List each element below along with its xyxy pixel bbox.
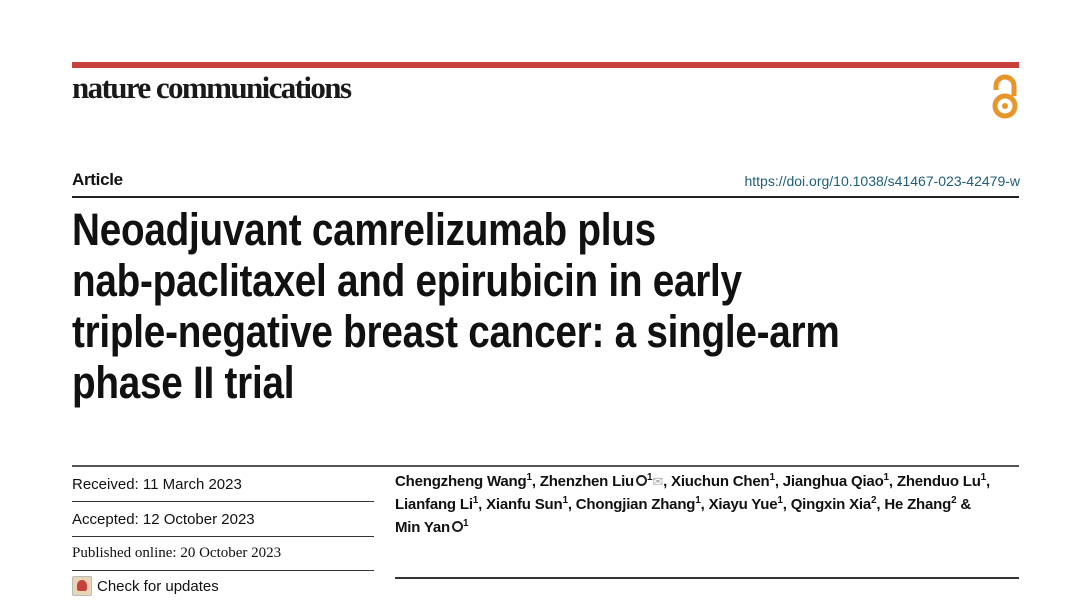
author-name[interactable]: Xiuchun Chen (671, 473, 770, 490)
check-updates-label: Check for updates (97, 577, 219, 595)
author-name[interactable]: Jianghua Qiao (782, 473, 884, 490)
affiliation-number: 1 (472, 495, 479, 506)
email-icon[interactable]: ✉ (652, 474, 664, 489)
author-name[interactable]: Zhenzhen Liu (539, 473, 635, 490)
author[interactable]: Chengzheng Wang1, (395, 472, 540, 491)
title-line: phase II trial (72, 357, 295, 408)
check-updates-button[interactable]: Check for updates (72, 571, 374, 601)
title-line: Neoadjuvant camrelizumab plus (72, 204, 656, 255)
author-name[interactable]: Qingxin Xia (790, 496, 872, 513)
orcid-icon[interactable] (452, 521, 464, 532)
doi-link[interactable]: https://doi.org/10.1038/s41467-023-42479… (744, 173, 1020, 189)
author-separator: , (567, 496, 576, 513)
affiliation-number: 1 (769, 472, 775, 483)
title-line: nab-paclitaxel and epirubicin in early (72, 255, 742, 306)
author[interactable]: Zhenduo Lu1, (896, 472, 991, 491)
author[interactable]: Jianghua Qiao1, (782, 472, 897, 491)
affiliation-number: 1 (695, 495, 701, 506)
journal-accent-bar (72, 62, 1019, 68)
author[interactable]: Min Yan 1 (395, 518, 469, 537)
author-separator: , (888, 473, 897, 490)
author[interactable]: Lianfang Li1, (395, 495, 487, 514)
author-separator: , (986, 473, 991, 490)
orcid-icon[interactable] (636, 475, 648, 486)
author-name[interactable]: Min Yan (395, 519, 451, 536)
open-access-icon (992, 74, 1018, 119)
affiliation-number: 1 (463, 518, 469, 529)
author-separator: , (531, 473, 540, 490)
author-separator: , (782, 496, 791, 513)
author[interactable]: Chongjian Zhang1, (575, 495, 709, 514)
published-date: Published online: 20 October 2023 (72, 537, 374, 571)
author[interactable]: Zhenzhen Liu 1✉, (539, 472, 672, 491)
author-name[interactable]: Zhenduo Lu (896, 473, 981, 490)
title-line: triple-negative breast cancer: a single-… (72, 306, 840, 357)
divider (72, 196, 1019, 198)
author-name[interactable]: Xiayu Yue (708, 496, 778, 513)
affiliation-number: 1 (647, 472, 653, 483)
author-separator: , (700, 496, 709, 513)
affiliation-number: 1 (526, 472, 532, 483)
check-updates-icon (72, 576, 92, 596)
author[interactable]: Xiuchun Chen1, (671, 472, 783, 491)
author-separator: , (663, 473, 672, 490)
divider (72, 465, 1019, 467)
author-separator: , (478, 496, 487, 513)
author-separator: , (774, 473, 783, 490)
author-name[interactable]: Xianfu Sun (486, 496, 563, 513)
affiliation-number: 1 (777, 495, 783, 506)
divider (395, 577, 1019, 579)
affiliation-number: 1 (883, 472, 890, 483)
affiliation-number: 1 (980, 472, 987, 483)
article-type: Article (72, 170, 123, 189)
author-name[interactable]: He Zhang (884, 496, 952, 513)
affiliation-number: 2 (871, 495, 877, 506)
affiliation-number: 2 (951, 495, 957, 506)
author[interactable]: Xianfu Sun1, (486, 495, 576, 514)
article-title: Neoadjuvant camrelizumab plus nab-paclit… (72, 204, 1018, 408)
affiliation-number: 1 (562, 495, 568, 506)
received-date: Received: 11 March 2023 (72, 467, 374, 502)
author[interactable]: He Zhang2 & (884, 495, 972, 514)
author-list: Chengzheng Wang1, Zhenzhen Liu 1✉, Xiuchu… (395, 470, 995, 539)
author-separator: , (876, 496, 885, 513)
author-separator: & (956, 496, 972, 513)
author-name[interactable]: Chongjian Zhang (575, 496, 696, 513)
author[interactable]: Qingxin Xia2, (790, 495, 885, 514)
author-name[interactable]: Chengzheng Wang (395, 473, 527, 490)
accepted-date: Accepted: 12 October 2023 (72, 502, 374, 537)
author[interactable]: Xiayu Yue1, (708, 495, 791, 514)
dates-panel: Received: 11 March 2023 Accepted: 12 Oct… (72, 467, 374, 601)
author-name[interactable]: Lianfang Li (395, 496, 473, 513)
journal-name[interactable]: nature communications (72, 70, 352, 105)
